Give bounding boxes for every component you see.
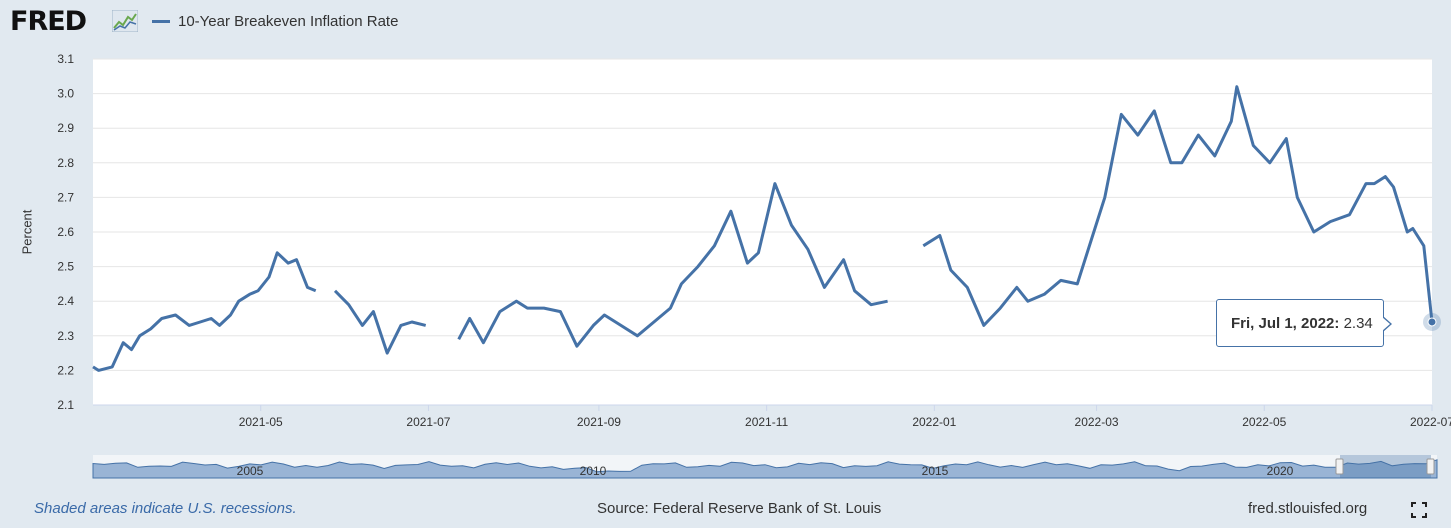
chart-area: 2.1 2.2 2.3 2.4 2.5 2.6 2.7 2.8 2.9 3.0 3.1 2021-05… xyxy=(57,52,1451,479)
tooltip-date: Fri, Jul 1, 2022: xyxy=(1231,315,1340,332)
navigator-tick-label: 2010 xyxy=(580,464,607,478)
x-tick-label: 2021-11 xyxy=(745,415,788,429)
fred-logo-chart-icon xyxy=(112,10,138,32)
chart-header: FRED 10-Year Breakeven Inflation Rate xyxy=(0,0,1451,46)
y-tick-label: 2.3 xyxy=(57,329,74,343)
navigator-handle-right[interactable] xyxy=(1426,458,1435,475)
y-tick-label: 2.9 xyxy=(57,121,74,135)
data-tooltip: Fri, Jul 1, 2022: 2.34 xyxy=(1216,299,1392,347)
y-tick-label: 2.7 xyxy=(57,190,74,204)
x-tick-label: 2022-03 xyxy=(1075,415,1119,429)
navigator-tick-label: 2020 xyxy=(1267,464,1294,478)
series-line xyxy=(92,85,1434,372)
y-tick-label: 3.0 xyxy=(57,87,74,101)
navigator-tick-label: 2005 xyxy=(237,464,264,478)
site-link[interactable]: fred.stlouisfed.org xyxy=(1248,500,1368,517)
y-tick-label: 3.1 xyxy=(57,52,74,66)
x-tick-label: 2021-09 xyxy=(577,415,621,429)
navigator-selection xyxy=(1340,455,1431,478)
tooltip-value: 2.34 xyxy=(1343,315,1373,332)
y-tick-label: 2.2 xyxy=(57,363,74,377)
navigator-series xyxy=(92,459,1438,479)
navigator: 2005 2010 2015 2020 xyxy=(92,455,1438,479)
fred-logo[interactable]: FRED xyxy=(10,6,87,37)
y-tick-label: 2.1 xyxy=(57,398,74,412)
navigator-tick-label: 2015 xyxy=(922,464,949,478)
y-tick-label: 2.6 xyxy=(57,225,74,239)
legend-swatch xyxy=(152,20,170,23)
x-tick-label: 2022-07 xyxy=(1410,415,1451,429)
recession-note: Shaded areas indicate U.S. recessions. xyxy=(34,500,297,517)
legend-item[interactable]: 10-Year Breakeven Inflation Rate xyxy=(152,13,398,30)
fullscreen-icon[interactable] xyxy=(1411,502,1427,518)
x-tick-label: 2021-07 xyxy=(406,415,450,429)
y-tick-label: 2.5 xyxy=(57,260,74,274)
y-tick-label: 2.4 xyxy=(57,294,74,308)
x-tick-label: 2022-01 xyxy=(912,415,956,429)
legend-label: 10-Year Breakeven Inflation Rate xyxy=(178,13,399,30)
x-tick-label: 2022-05 xyxy=(1242,415,1286,429)
data-point-marker xyxy=(1427,317,1437,327)
y-axis-label: Percent xyxy=(19,209,35,255)
navigator-handle-left[interactable] xyxy=(1335,458,1344,475)
y-tick-label: 2.8 xyxy=(57,156,74,170)
plot-area: 2.1 2.2 2.3 2.4 2.5 2.6 2.7 2.8 2.9 3.0 3.1 2021-05… xyxy=(57,52,1451,429)
x-tick-label: 2021-05 xyxy=(239,415,283,429)
source-note: Source: Federal Reserve Bank of St. Loui… xyxy=(597,500,882,517)
